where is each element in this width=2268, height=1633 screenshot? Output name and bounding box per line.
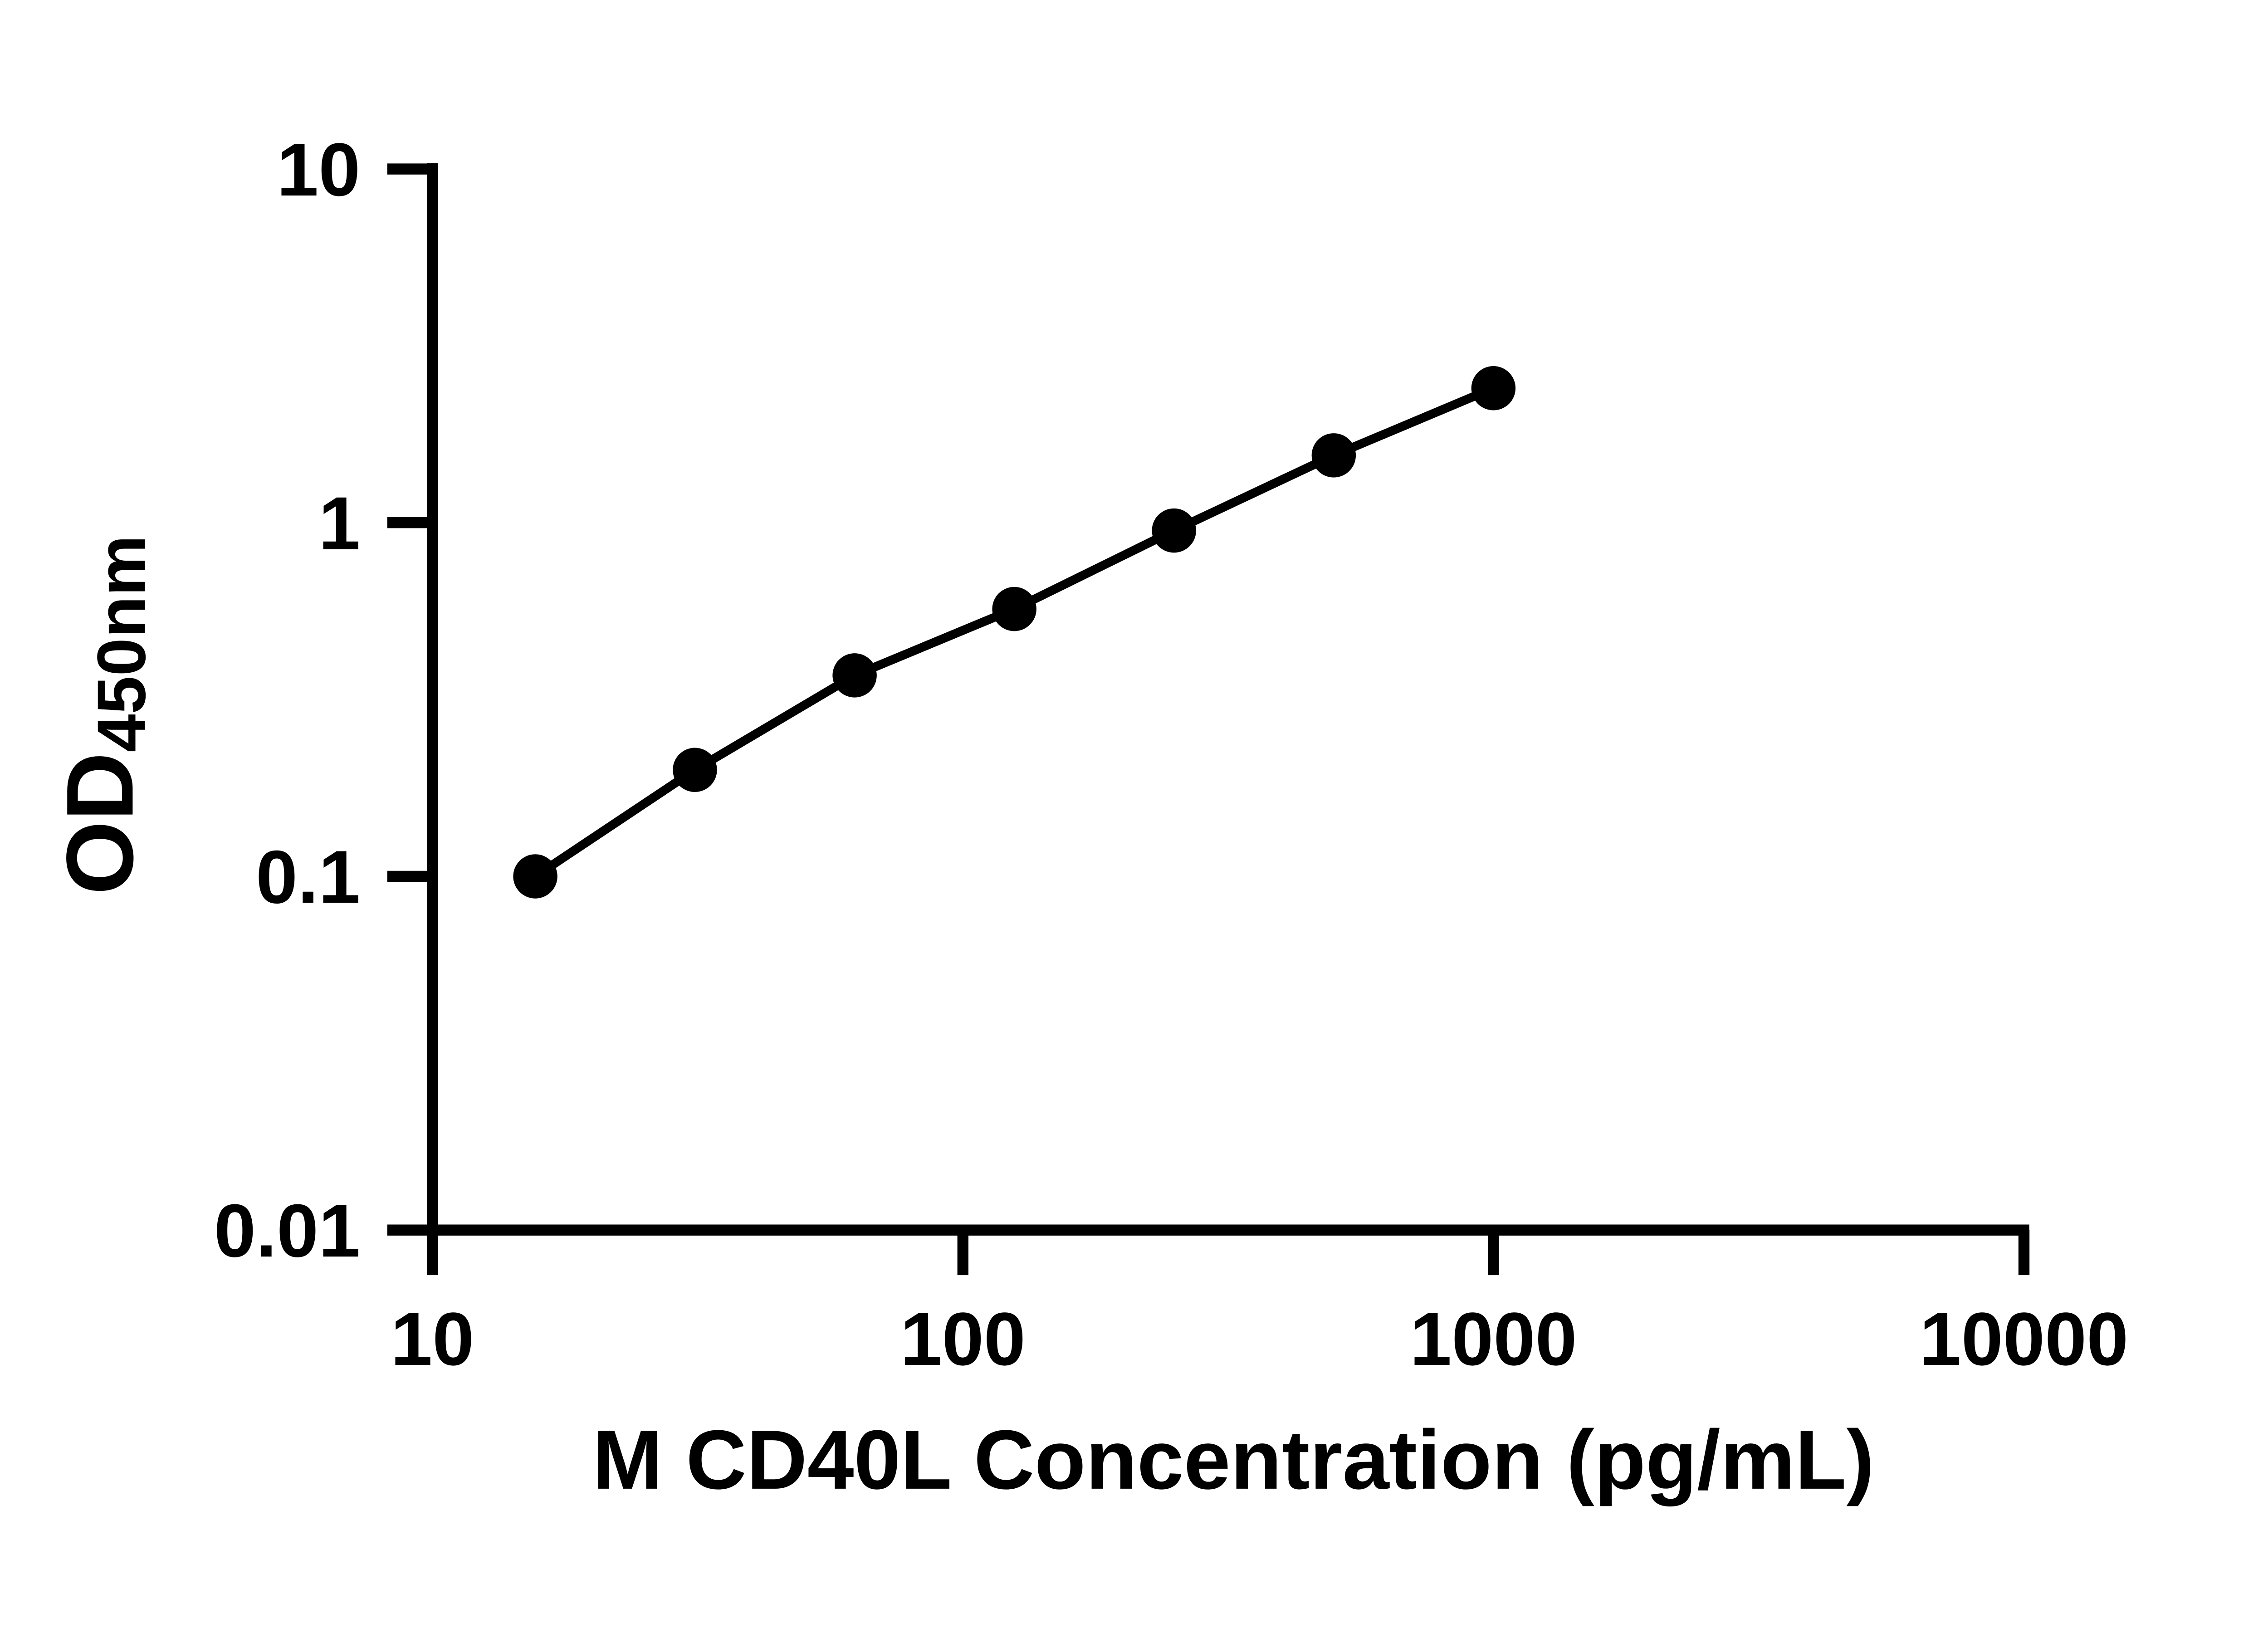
elisa-standard-curve-figure: 10 1 0.1 0.01 10 100 1000 10000 M CD40L …	[0, 21, 2268, 1613]
data-point	[1152, 508, 1196, 552]
x-tick-label-1000: 1000	[1410, 1297, 1577, 1381]
y-tick-label-1: 1	[318, 481, 360, 565]
axes	[387, 163, 2030, 1275]
data-series	[513, 366, 1516, 899]
y-tick-label-0-01: 0.01	[214, 1189, 360, 1273]
data-point	[1311, 433, 1356, 478]
data-point	[673, 748, 717, 792]
y-tick-label-0-1: 0.1	[256, 835, 360, 919]
x-tick-labels: 10 100 1000 10000	[391, 1297, 2128, 1381]
chart-svg: 10 1 0.1 0.01 10 100 1000 10000 M CD40L …	[47, 128, 2128, 1507]
x-tick-label-10: 10	[391, 1297, 474, 1381]
y-axis-title-subscript: 450nm	[83, 535, 160, 752]
x-tick-label-10000: 10000	[1920, 1297, 2129, 1381]
x-tick-label-100: 100	[900, 1297, 1026, 1381]
data-point	[1471, 366, 1516, 411]
data-point	[832, 653, 877, 698]
data-point	[992, 587, 1036, 631]
y-tick-labels: 10 1 0.1 0.01	[214, 128, 360, 1273]
y-tick-label-10: 10	[277, 128, 360, 212]
y-axis-title: OD450nm	[47, 535, 160, 895]
y-axis-title-main: OD	[47, 752, 153, 895]
data-point	[513, 854, 557, 899]
x-axis-title: M CD40L Concentration (pg/mL)	[593, 1413, 1875, 1506]
